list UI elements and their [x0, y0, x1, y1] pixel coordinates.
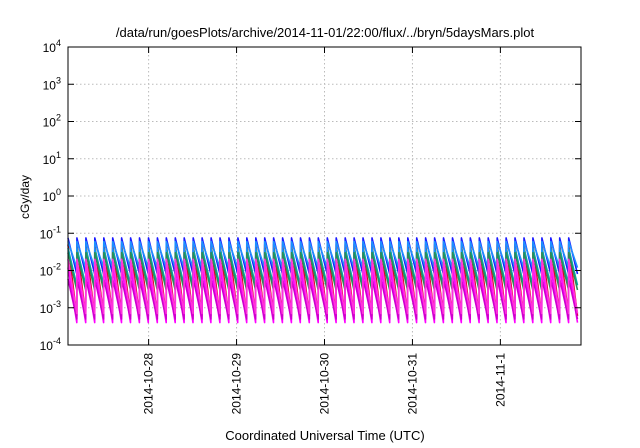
x-axis: 2014-10-28 2014-10-29 2014-10-30 2014-10-31…: [142, 47, 507, 415]
x-tick-label: 2014-10-31: [405, 353, 419, 415]
y-tick-label: 10-2: [40, 262, 61, 279]
chart-title: /data/run/goesPlots/archive/2014-11-01/2…: [116, 25, 535, 40]
y-axis: 10-4 10-3 10-2 10-1 100 101 102 103 104: [40, 38, 581, 353]
y-axis-label: cGy/day: [18, 175, 32, 219]
x-tick-label: 2014-10-30: [318, 353, 332, 415]
series-line: [67, 258, 579, 315]
x-tick-label: 2014-11-1: [493, 353, 507, 407]
series-line: [67, 278, 579, 320]
series-group: [67, 237, 579, 324]
series-line: [67, 240, 579, 269]
y-tick-label: 102: [43, 113, 61, 130]
y-tick-label: 10-3: [40, 299, 61, 316]
x-tick-label: 2014-10-29: [230, 353, 244, 415]
series-line: [67, 247, 579, 287]
y-tick-label: 10-4: [40, 336, 61, 353]
series-line: [67, 251, 579, 291]
y-tick-label: 10-1: [40, 224, 61, 241]
y-tick-label: 103: [43, 75, 61, 92]
y-tick-label: 104: [43, 38, 61, 55]
y-tick-label: 100: [43, 187, 61, 204]
x-tick-label: 2014-10-28: [142, 353, 156, 415]
y-tick-label: 101: [43, 150, 61, 167]
x-axis-label: Coordinated Universal Time (UTC): [225, 428, 424, 443]
